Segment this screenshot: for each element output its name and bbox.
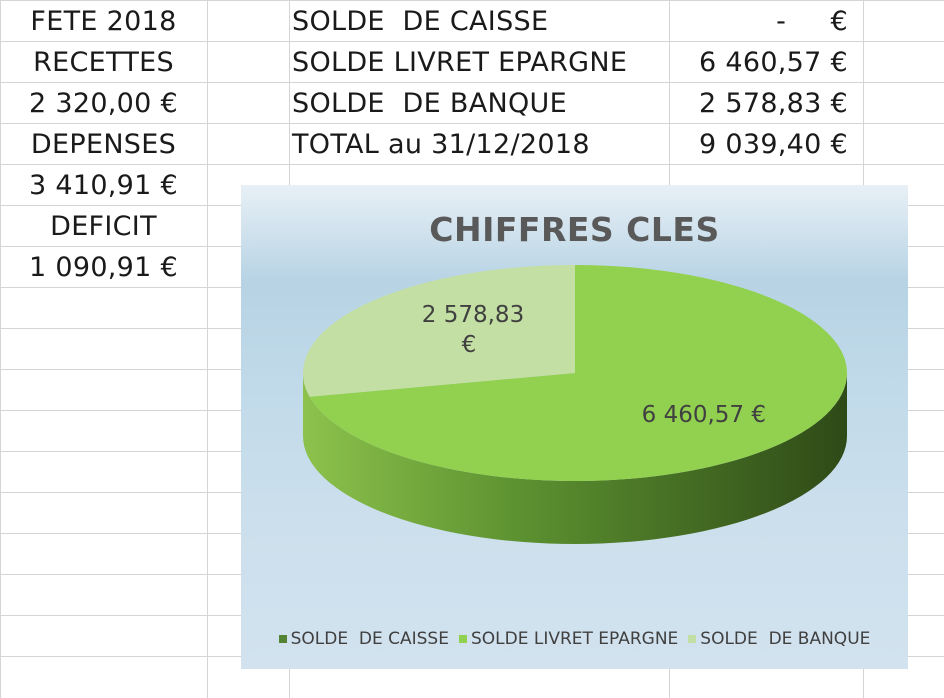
legend-label-1: SOLDE LIVRET EPARGNE [470,629,679,649]
legend-item-2: SOLDE DE BANQUE [688,629,870,649]
legend-item-0: SOLDE DE CAISSE [278,629,449,649]
cell-depenses-label[interactable]: DEPENSES [30,129,177,160]
pie-side-wall [303,373,847,544]
legend-swatch-0 [278,635,287,643]
pie-slice-2[interactable] [303,265,575,397]
cell-deficit-label[interactable]: DEFICIT [50,211,157,242]
legend-label-2: SOLDE DE BANQUE [700,629,871,649]
cell-fete-title[interactable]: FETE 2018 [30,6,177,37]
cell-recettes-value[interactable]: 2 320,00 € [29,88,178,119]
cell-total-label[interactable]: TOTAL au 31/12/2018 [292,129,590,160]
pie-chart-canvas: 6 460,57 € 2 578,83 € [303,265,848,544]
data-label-banque: 2 578,83 € [422,302,524,358]
cell-solde-livret-value[interactable]: 6 460,57 € [699,47,848,78]
cell-recettes-label[interactable]: RECETTES [33,47,174,78]
chart-title: CHIFFRES CLES [429,210,720,249]
cell-solde-caisse-value[interactable]: - € [776,6,848,37]
pie-slice-1[interactable] [309,265,848,482]
legend-item-1: SOLDE LIVRET EPARGNE [458,629,679,649]
pie-chart[interactable]: 6 460,57 € 2 578,83 € CHIFFRES CLES SOLDE … [241,185,908,669]
cell-solde-caisse-label[interactable]: SOLDE DE CAISSE [292,6,549,37]
cell-solde-banque-label[interactable]: SOLDE DE BANQUE [292,88,567,119]
legend-swatch-1 [458,635,467,643]
cell-depenses-value[interactable]: 3 410,91 € [29,170,178,201]
cell-total-value[interactable]: 9 039,40 € [699,129,848,160]
cell-deficit-value[interactable]: 1 090,91 € [29,252,178,283]
legend-swatch-2 [688,635,697,643]
legend-label-0: SOLDE DE CAISSE [290,629,449,649]
cell-solde-banque-value[interactable]: 2 578,83 € [699,88,848,119]
data-label-livret: 6 460,57 € [642,402,766,428]
chart-legend: SOLDE DE CAISSE SOLDE LIVRET EPARGNE SOLDE… [241,629,908,649]
cell-solde-livret-label[interactable]: SOLDE LIVRET EPARGNE [292,47,628,78]
